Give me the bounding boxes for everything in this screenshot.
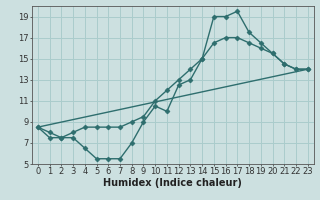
X-axis label: Humidex (Indice chaleur): Humidex (Indice chaleur) (103, 178, 242, 188)
